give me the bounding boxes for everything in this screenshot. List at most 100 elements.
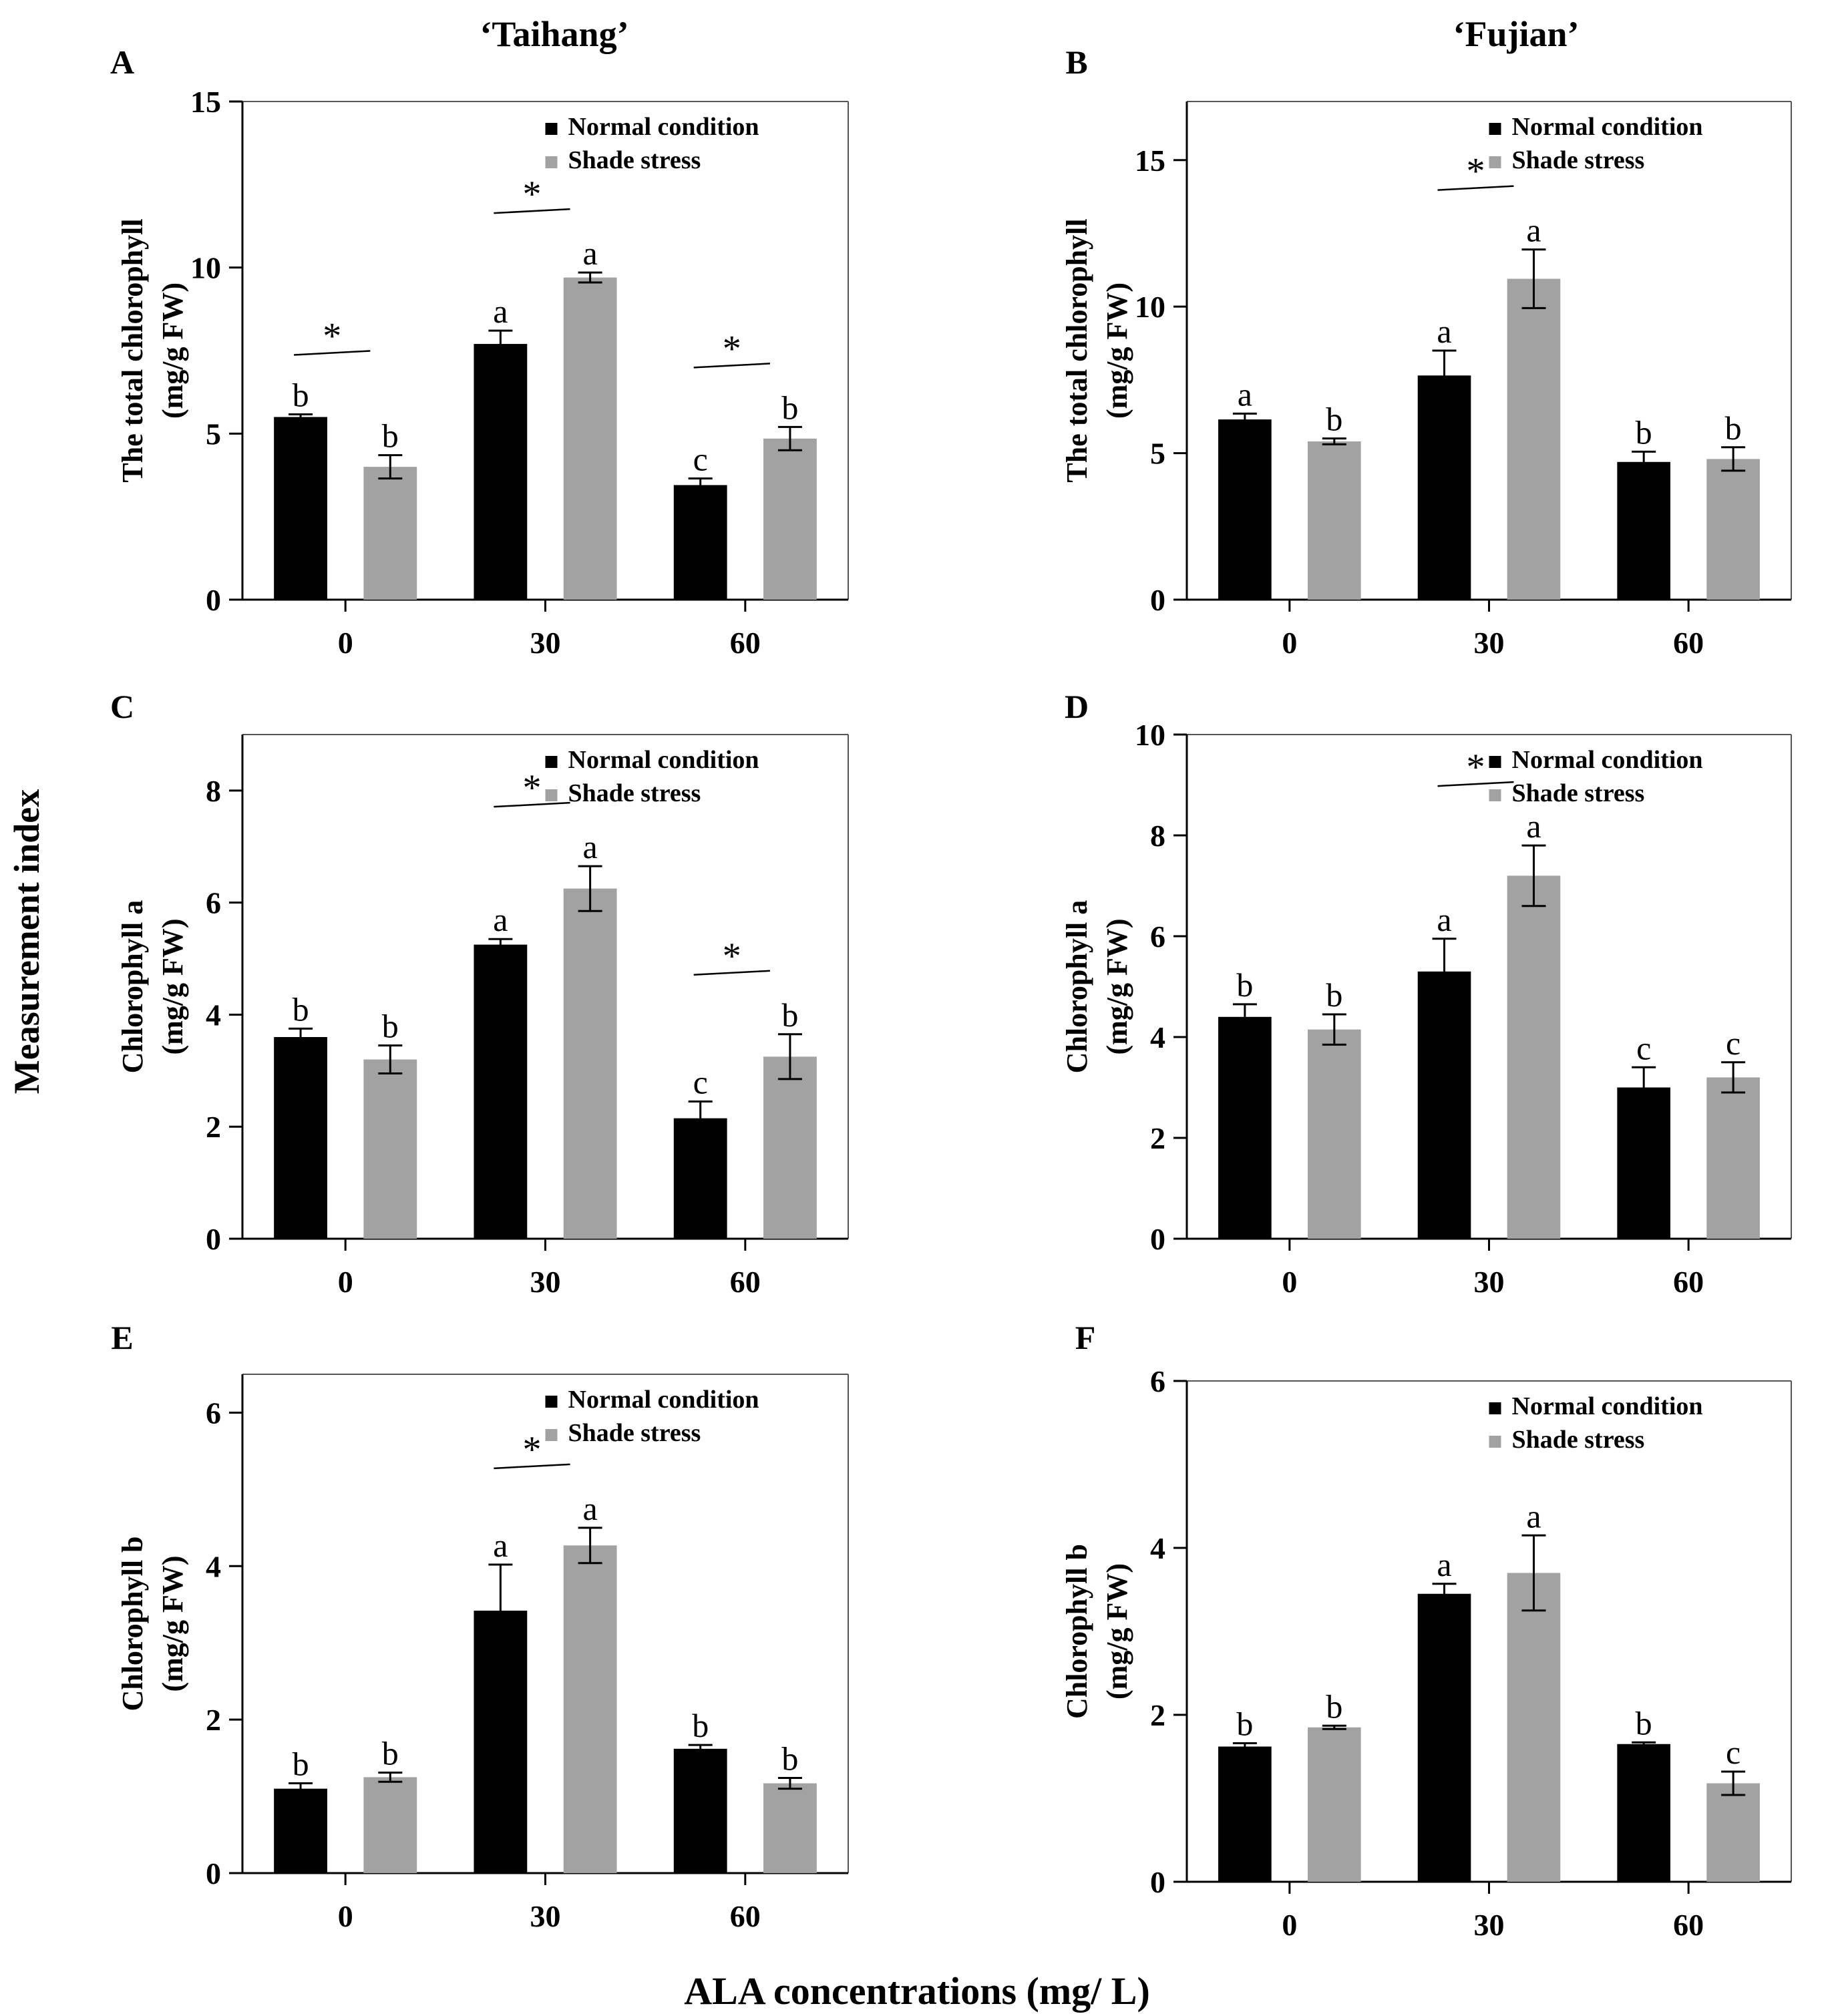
y-tick-label-f: 2 <box>1150 1698 1165 1732</box>
y-tick-label-d: 0 <box>1150 1222 1165 1256</box>
y-tick-label-a: 15 <box>190 85 221 119</box>
significance-letter-e: a <box>493 1527 508 1564</box>
bar-c-normal-0 <box>274 1037 327 1239</box>
y-tick-label-a: 5 <box>206 417 221 451</box>
legend-label-c-shade: Shade stress <box>568 779 701 807</box>
significance-bracket-a <box>294 350 371 356</box>
panel-letter-f: F <box>1075 1319 1096 1356</box>
significance-letter-d: c <box>1726 1024 1740 1062</box>
y-axis-label-d-line1: Chlorophyll a <box>1061 900 1093 1074</box>
y-tick-label-b: 5 <box>1150 437 1165 471</box>
y-tick-label-a: 10 <box>190 251 221 285</box>
bar-c-shade-0 <box>363 1059 417 1239</box>
legend-swatch-b-shade <box>1489 156 1501 168</box>
significance-letter-d: b <box>1236 966 1253 1004</box>
significance-letter-a: b <box>382 417 399 455</box>
bar-f-shade-30 <box>1507 1573 1561 1882</box>
y-axis-label-c-line1: Chlorophyll a <box>116 900 149 1074</box>
legend-swatch-b-normal <box>1489 123 1501 135</box>
bar-c-shade-60 <box>763 1056 817 1239</box>
legend-label-a-normal: Normal condition <box>568 113 759 141</box>
significance-bracket-a <box>693 363 770 369</box>
y-tick-label-a: 0 <box>206 583 221 617</box>
x-tick-label-b: 30 <box>1474 626 1505 660</box>
significance-letter-e: b <box>692 1707 709 1744</box>
significance-letter-c: a <box>493 901 508 938</box>
y-tick-label-e: 4 <box>206 1549 221 1583</box>
bar-e-normal-60 <box>673 1748 727 1873</box>
bar-b-shade-60 <box>1706 459 1760 600</box>
x-tick-label-f: 60 <box>1673 1908 1704 1942</box>
legend-label-d-shade: Shade stress <box>1512 779 1645 807</box>
significance-letter-b: b <box>1636 413 1652 451</box>
y-tick-label-d: 4 <box>1150 1020 1165 1054</box>
significance-letter-d: a <box>1437 901 1451 938</box>
significance-star-c: * <box>523 767 542 809</box>
y-axis-label-a-line2: (mg/g FW) <box>156 282 189 419</box>
legend-label-e-normal: Normal condition <box>568 1386 759 1414</box>
y-axis-label-d-line2: (mg/g FW) <box>1101 918 1133 1054</box>
bar-c-normal-60 <box>673 1118 727 1239</box>
y-axis-label-c-line2: (mg/g FW) <box>156 918 189 1054</box>
y-tick-label-c: 4 <box>206 998 221 1032</box>
legend-label-f-shade: Shade stress <box>1512 1426 1645 1454</box>
significance-letter-f: b <box>1236 1705 1253 1743</box>
significance-letter-e: a <box>583 1490 598 1527</box>
y-axis-label-b-line1: The total chlorophyll <box>1061 218 1093 482</box>
legend-swatch-a-normal <box>545 123 558 135</box>
y-axis-label-e-line1: Chlorophyll b <box>116 1536 149 1711</box>
bar-b-normal-30 <box>1417 375 1471 600</box>
y-tick-label-d: 6 <box>1150 920 1165 954</box>
significance-letter-a: b <box>781 389 798 426</box>
bar-e-normal-0 <box>274 1788 327 1873</box>
legend-swatch-d-normal <box>1489 756 1501 768</box>
x-tick-label-f: 30 <box>1474 1908 1505 1942</box>
y-tick-label-c: 0 <box>206 1222 221 1256</box>
x-tick-label-c: 0 <box>338 1265 353 1299</box>
significance-bracket-e <box>494 1463 570 1470</box>
x-tick-label-c: 60 <box>730 1265 761 1299</box>
panel-letter-b: B <box>1065 43 1087 81</box>
legend-swatch-e-shade <box>545 1429 558 1441</box>
significance-letter-c: a <box>583 828 598 865</box>
bar-d-shade-60 <box>1706 1077 1760 1239</box>
y-tick-label-c: 6 <box>206 886 221 920</box>
legend-swatch-e-normal <box>545 1396 558 1408</box>
significance-letter-b: b <box>1725 409 1742 447</box>
y-tick-label-d: 8 <box>1150 819 1165 853</box>
significance-letter-b: a <box>1238 375 1252 413</box>
bar-a-shade-0 <box>363 467 417 600</box>
column-title-taihang: ‘Taihang’ <box>480 14 629 54</box>
legend-label-b-normal: Normal condition <box>1512 113 1703 141</box>
significance-letter-f: b <box>1636 1704 1652 1742</box>
significance-bracket-a <box>494 208 570 214</box>
bar-b-normal-0 <box>1218 419 1272 600</box>
bar-c-shade-30 <box>563 888 617 1239</box>
global-x-axis-label: ALA concentrations (mg/ L) <box>684 1969 1150 2013</box>
y-axis-label-f-line2: (mg/g FW) <box>1101 1563 1133 1699</box>
bar-a-shade-30 <box>563 277 617 600</box>
significance-letter-f: a <box>1526 1497 1541 1535</box>
bar-c-normal-30 <box>474 944 528 1239</box>
bar-a-normal-0 <box>274 417 327 600</box>
x-tick-label-e: 0 <box>338 1899 353 1933</box>
bar-d-shade-0 <box>1308 1029 1361 1239</box>
significance-letter-f: b <box>1326 1687 1342 1725</box>
bar-b-normal-60 <box>1617 461 1670 600</box>
significance-letter-e: b <box>781 1740 798 1777</box>
y-tick-label-e: 6 <box>206 1396 221 1430</box>
bar-f-normal-0 <box>1218 1746 1272 1882</box>
significance-letter-e: b <box>293 1746 309 1783</box>
x-tick-label-d: 60 <box>1673 1265 1704 1299</box>
significance-letter-e: b <box>382 1734 399 1772</box>
y-tick-label-b: 15 <box>1135 144 1165 178</box>
significance-letter-c: b <box>293 990 309 1028</box>
x-tick-label-c: 30 <box>530 1265 561 1299</box>
bar-f-normal-60 <box>1617 1744 1670 1882</box>
legend-label-d-normal: Normal condition <box>1512 746 1703 774</box>
significance-letter-a: b <box>293 376 309 413</box>
bar-e-shade-60 <box>763 1783 817 1873</box>
bar-a-shade-60 <box>763 438 817 600</box>
significance-star-e: * <box>523 1429 542 1470</box>
y-tick-label-e: 0 <box>206 1856 221 1890</box>
